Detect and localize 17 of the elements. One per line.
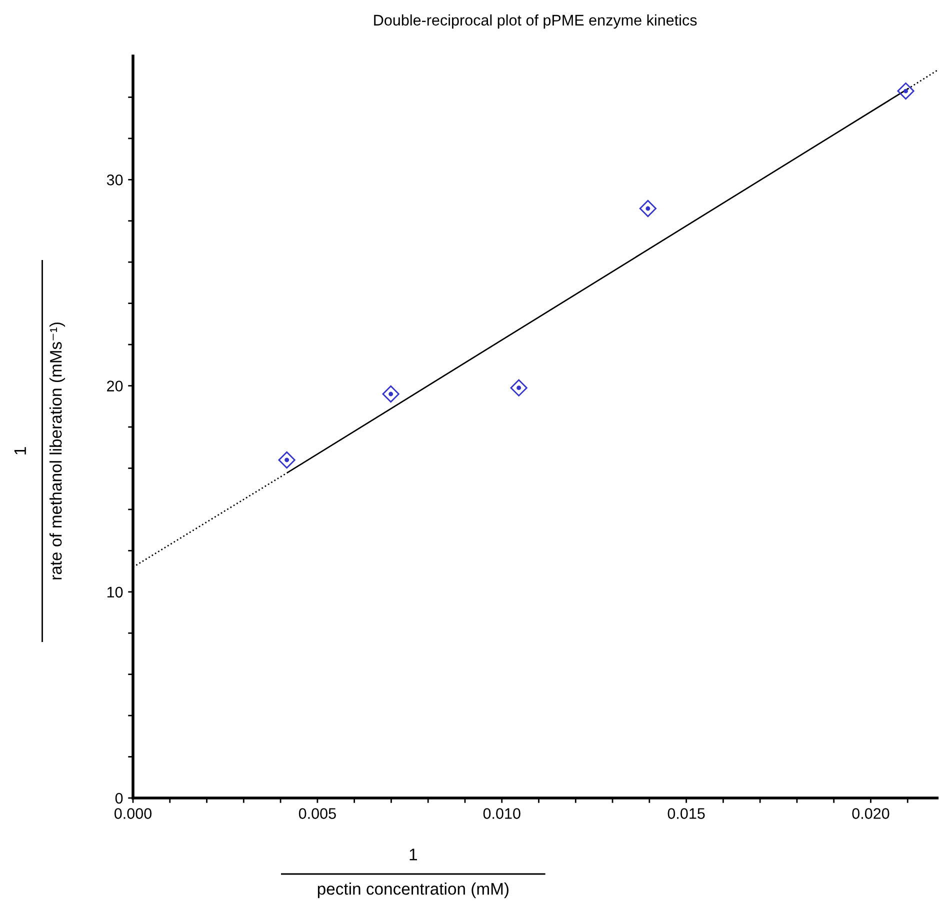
y-tick-label: 30 (106, 174, 123, 186)
x-tick-label: 0.020 (852, 808, 890, 819)
chart-title: Double-reciprocal plot of pPME enzyme kinetics (374, 14, 697, 29)
point (278, 451, 296, 469)
x-tick-label: 0.010 (483, 808, 520, 819)
x-tick-label: 0.000 (114, 808, 152, 819)
y-tick-label: 20 (107, 380, 123, 392)
x-tick-label: 0.015 (668, 808, 705, 819)
text: 1 rate of methanol liberation (mMs⁻¹) (14, 322, 66, 580)
point (639, 200, 656, 218)
point (510, 379, 528, 396)
point (897, 82, 914, 100)
point (382, 385, 400, 403)
text: 1 pectin concentration (mM) (318, 848, 508, 898)
x-tick-label: 0.005 (298, 808, 336, 819)
y-tick-label: 0 (115, 792, 123, 804)
y-tick-label: 10 (107, 586, 123, 598)
